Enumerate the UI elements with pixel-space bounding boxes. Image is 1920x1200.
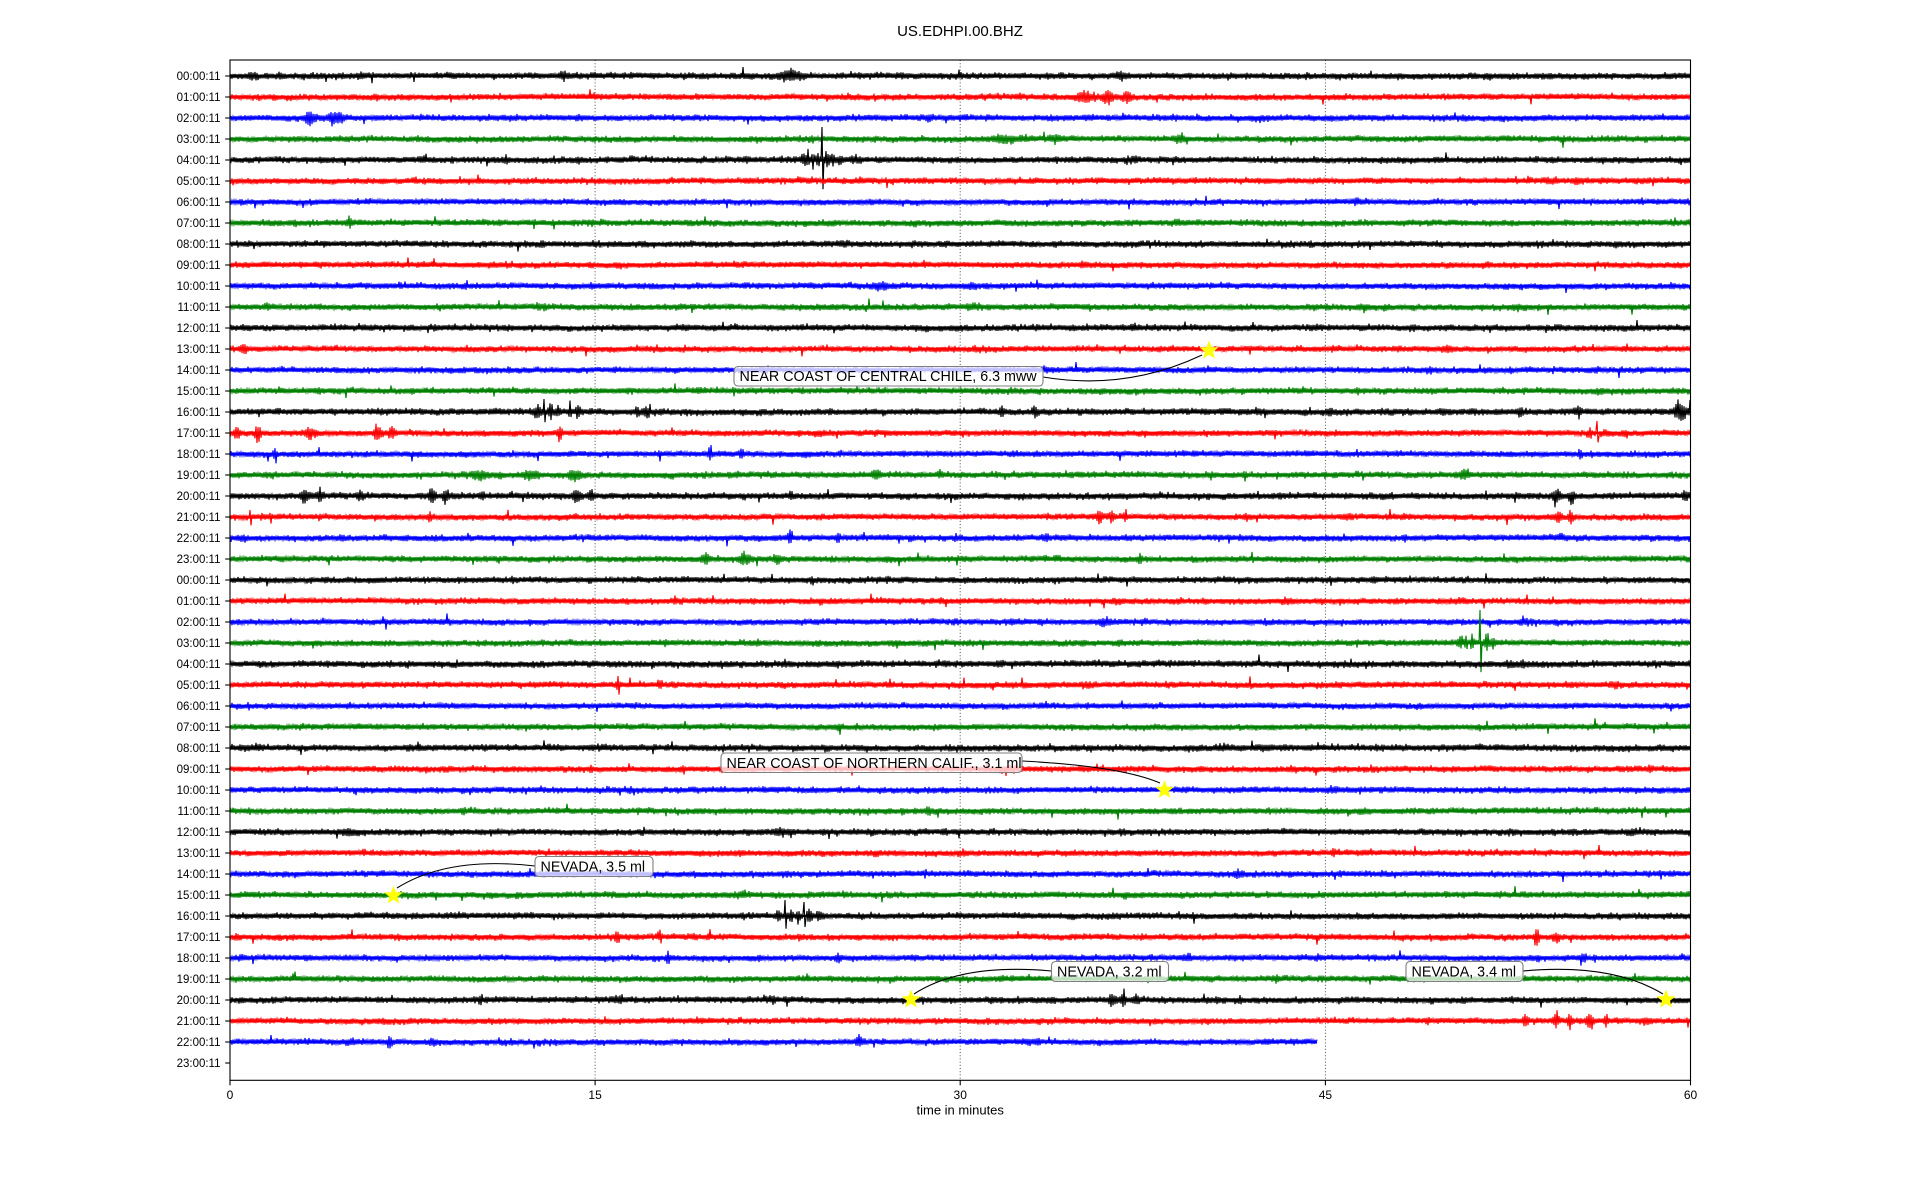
svg-text:00:00:11: 00:00:11 bbox=[177, 71, 221, 83]
svg-text:02:00:11: 02:00:11 bbox=[177, 113, 221, 125]
svg-text:NEVADA, 3.2 ml: NEVADA, 3.2 ml bbox=[1057, 965, 1162, 981]
svg-text:02:00:11: 02:00:11 bbox=[177, 617, 221, 629]
svg-text:NEVADA, 3.5 ml: NEVADA, 3.5 ml bbox=[541, 860, 646, 876]
svg-text:17:00:11: 17:00:11 bbox=[177, 932, 221, 944]
svg-text:03:00:11: 03:00:11 bbox=[177, 134, 221, 146]
svg-text:21:00:11: 21:00:11 bbox=[177, 512, 221, 524]
svg-text:0: 0 bbox=[227, 1088, 234, 1102]
svg-text:22:00:11: 22:00:11 bbox=[177, 533, 221, 545]
svg-text:10:00:11: 10:00:11 bbox=[177, 785, 221, 797]
svg-text:15: 15 bbox=[588, 1088, 602, 1102]
svg-text:00:00:11: 00:00:11 bbox=[177, 575, 221, 587]
svg-text:NEAR COAST OF NORTHERN CALIF.,: NEAR COAST OF NORTHERN CALIF., 3.1 ml bbox=[727, 756, 1022, 772]
svg-text:19:00:11: 19:00:11 bbox=[177, 470, 221, 482]
svg-text:09:00:11: 09:00:11 bbox=[177, 764, 221, 776]
svg-text:21:00:11: 21:00:11 bbox=[177, 1016, 221, 1028]
svg-text:45: 45 bbox=[1319, 1088, 1333, 1102]
svg-text:08:00:11: 08:00:11 bbox=[177, 743, 221, 755]
svg-text:06:00:11: 06:00:11 bbox=[177, 197, 221, 209]
svg-text:15:00:11: 15:00:11 bbox=[177, 890, 221, 902]
svg-text:13:00:11: 13:00:11 bbox=[177, 344, 221, 356]
svg-text:05:00:11: 05:00:11 bbox=[177, 680, 221, 692]
svg-text:16:00:11: 16:00:11 bbox=[177, 407, 221, 419]
svg-text:13:00:11: 13:00:11 bbox=[177, 848, 221, 860]
svg-text:20:00:11: 20:00:11 bbox=[177, 491, 221, 503]
svg-text:US.EDHPI.00.BHZ: US.EDHPI.00.BHZ bbox=[897, 23, 1023, 40]
svg-text:04:00:11: 04:00:11 bbox=[177, 659, 221, 671]
svg-text:NEAR COAST OF CENTRAL CHILE, 6: NEAR COAST OF CENTRAL CHILE, 6.3 mww bbox=[740, 369, 1038, 385]
svg-text:22:00:11: 22:00:11 bbox=[177, 1037, 221, 1049]
svg-text:23:00:11: 23:00:11 bbox=[177, 554, 221, 566]
svg-text:15:00:11: 15:00:11 bbox=[177, 386, 221, 398]
svg-text:07:00:11: 07:00:11 bbox=[177, 722, 221, 734]
svg-text:18:00:11: 18:00:11 bbox=[177, 449, 221, 461]
svg-text:16:00:11: 16:00:11 bbox=[177, 911, 221, 923]
svg-text:10:00:11: 10:00:11 bbox=[177, 281, 221, 293]
svg-text:05:00:11: 05:00:11 bbox=[177, 176, 221, 188]
svg-text:03:00:11: 03:00:11 bbox=[177, 638, 221, 650]
svg-text:30: 30 bbox=[954, 1088, 968, 1102]
svg-text:08:00:11: 08:00:11 bbox=[177, 239, 221, 251]
svg-text:11:00:11: 11:00:11 bbox=[177, 806, 220, 818]
svg-text:01:00:11: 01:00:11 bbox=[177, 596, 221, 608]
svg-text:09:00:11: 09:00:11 bbox=[177, 260, 221, 272]
svg-text:12:00:11: 12:00:11 bbox=[177, 323, 221, 335]
svg-text:04:00:11: 04:00:11 bbox=[177, 155, 221, 167]
svg-text:11:00:11: 11:00:11 bbox=[177, 302, 220, 314]
svg-text:01:00:11: 01:00:11 bbox=[177, 92, 221, 104]
svg-text:14:00:11: 14:00:11 bbox=[177, 365, 221, 377]
svg-text:time in minutes: time in minutes bbox=[916, 1103, 1004, 1118]
svg-text:07:00:11: 07:00:11 bbox=[177, 218, 221, 230]
svg-text:17:00:11: 17:00:11 bbox=[177, 428, 221, 440]
svg-text:60: 60 bbox=[1684, 1088, 1698, 1102]
svg-text:NEVADA, 3.4 ml: NEVADA, 3.4 ml bbox=[1412, 965, 1517, 981]
svg-text:12:00:11: 12:00:11 bbox=[177, 827, 221, 839]
svg-text:20:00:11: 20:00:11 bbox=[177, 995, 221, 1007]
svg-text:06:00:11: 06:00:11 bbox=[177, 701, 221, 713]
svg-text:18:00:11: 18:00:11 bbox=[177, 953, 221, 965]
svg-text:14:00:11: 14:00:11 bbox=[177, 869, 221, 881]
svg-text:19:00:11: 19:00:11 bbox=[177, 974, 221, 986]
svg-text:23:00:11: 23:00:11 bbox=[177, 1058, 221, 1070]
